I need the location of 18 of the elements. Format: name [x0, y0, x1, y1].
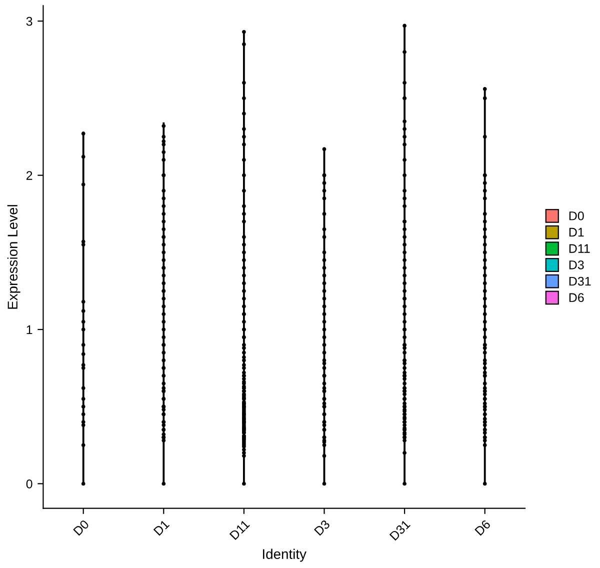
- y-tick-label: 0: [26, 479, 32, 488]
- legend-label: D31: [569, 276, 591, 286]
- y-tick-label: 3: [26, 16, 32, 26]
- x-tick-label: D31: [389, 519, 411, 541]
- legend-label: D3: [569, 260, 584, 270]
- x-tick-label: D11: [229, 520, 250, 540]
- x-tick-label: D1: [153, 520, 170, 536]
- y-tick-label: 2: [26, 171, 32, 180]
- y-tick-label: 1: [26, 325, 32, 334]
- x-tick-label: D3: [314, 519, 330, 536]
- legend-label: D6: [569, 293, 584, 302]
- legend-label: D0: [569, 211, 584, 220]
- y-axis-title: Expression Level: [7, 205, 20, 309]
- legend-label: D1: [569, 228, 584, 237]
- legend-label: D11: [569, 244, 590, 253]
- x-tick-label: D0: [73, 519, 90, 536]
- x-axis-title: Identity: [262, 548, 306, 562]
- x-tick-label: D6: [474, 519, 491, 536]
